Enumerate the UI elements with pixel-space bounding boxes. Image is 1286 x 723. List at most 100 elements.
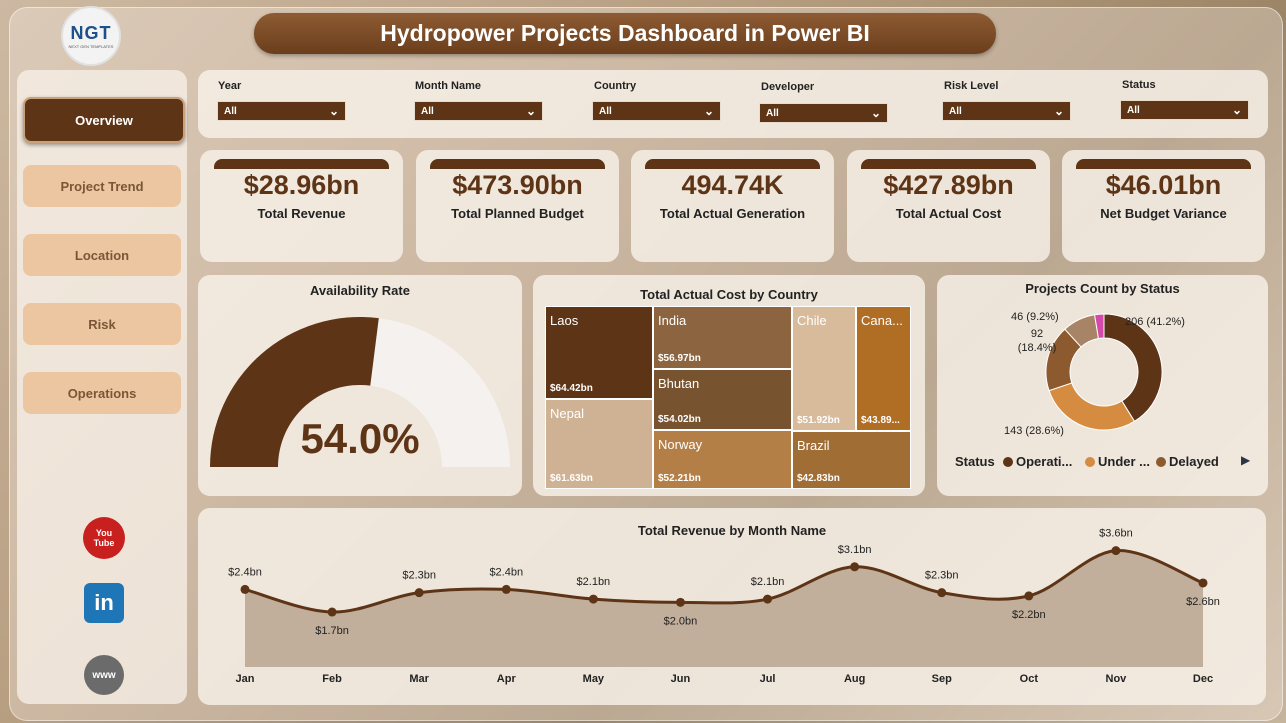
treemap-cell-norway[interactable]: Norway $52.21bn xyxy=(653,430,792,489)
treemap-cell-laos[interactable]: Laos $64.42bn xyxy=(545,306,653,399)
revenue-point-apr[interactable] xyxy=(501,584,511,594)
filter-risk-select[interactable]: All ⌄ xyxy=(942,101,1071,121)
donut-slice-0[interactable] xyxy=(1103,313,1163,423)
revenue-point-oct[interactable] xyxy=(1024,591,1034,601)
ngt-logo: NGT NEXT GEN TEMPLATES xyxy=(61,6,121,66)
legend-next-arrow-icon[interactable]: ▶ xyxy=(1241,453,1251,467)
filter-year-select[interactable]: All ⌄ xyxy=(217,101,346,121)
globe-icon[interactable]: www xyxy=(84,655,124,695)
treemap-cell-name: India xyxy=(658,313,687,328)
kpi-label: Total Planned Budget xyxy=(451,206,584,221)
revenue-area-chart: $2.4bn Jan $1.7bn Feb $2.3bn Mar $2.4bn Apr $2.1… xyxy=(228,528,1220,685)
availability-title: Availability Rate xyxy=(310,283,410,298)
revenue-point-feb[interactable] xyxy=(327,607,337,617)
legend-dot xyxy=(1156,456,1166,467)
revenue-point-dec[interactable] xyxy=(1198,578,1208,588)
filter-month-value: All xyxy=(421,105,434,117)
treemap-cell-nepal[interactable]: Nepal $61.63bn xyxy=(545,399,653,489)
kpi-label: Total Actual Generation xyxy=(659,206,806,221)
revenue-point-jan[interactable] xyxy=(240,584,250,594)
filter-month-select[interactable]: All ⌄ xyxy=(414,101,543,121)
kpi-tab xyxy=(214,159,389,169)
revenue-line xyxy=(244,549,1204,614)
treemap-cell-value: $42.83bn xyxy=(797,473,840,484)
treemap-cell-value: $51.92bn xyxy=(797,415,840,426)
kpi-tab xyxy=(645,159,820,169)
revenue-data-label: $2.4bn xyxy=(228,566,262,578)
revenue-data-label: $2.1bn xyxy=(751,576,785,588)
filter-bar: Year All ⌄ Month Name All ⌄ Country All ⌄ D… xyxy=(198,70,1268,138)
kpi-label: Total Actual Cost xyxy=(895,206,1002,221)
youtube-icon-text: You Tube xyxy=(93,528,115,548)
revenue-data-label: $2.6bn xyxy=(1186,596,1220,608)
treemap-cell-value: $54.02bn xyxy=(658,414,701,425)
donut-label-under: 143 (28.6%) xyxy=(1004,425,1064,437)
globe-icon-text: www xyxy=(92,669,116,681)
legend-dot xyxy=(1003,456,1013,467)
filter-label-country: Country xyxy=(594,80,637,92)
donut-label-operational: 206 (41.2%) xyxy=(1125,316,1185,328)
treemap-cell-india[interactable]: India $56.97bn xyxy=(653,306,792,369)
availability-panel: Availability Rate 54.0% xyxy=(198,275,522,496)
donut-slice-1[interactable] xyxy=(1048,382,1136,431)
legend-item-delayed[interactable]: Delayed xyxy=(1156,454,1219,469)
revenue-data-label: $2.3bn xyxy=(402,570,436,582)
filter-status-select[interactable]: All ⌄ xyxy=(1120,100,1249,120)
nav-overview[interactable]: Overview xyxy=(23,97,185,143)
revenue-area-fill xyxy=(245,550,1203,667)
chevron-down-icon: ⌄ xyxy=(525,104,536,118)
nav-risk[interactable]: Risk xyxy=(23,303,181,345)
nav-project-trend[interactable]: Project Trend xyxy=(23,165,181,207)
sidebar: Overview Project Trend Location Risk Ope… xyxy=(17,70,187,704)
x-tick-label: Nov xyxy=(1106,673,1128,685)
treemap-cell-name: Cana... xyxy=(861,313,903,328)
treemap-cell-name: Nepal xyxy=(550,406,584,421)
treemap-cell-name: Bhutan xyxy=(658,376,700,391)
logo-text: NGT xyxy=(70,23,112,43)
kpi-label: Total Revenue xyxy=(257,206,346,221)
revenue-point-may[interactable] xyxy=(588,594,598,604)
donut-chart xyxy=(1045,313,1163,431)
x-tick-label: Aug xyxy=(844,673,865,685)
revenue-point-nov[interactable] xyxy=(1111,546,1121,556)
revenue-point-aug[interactable] xyxy=(850,562,860,572)
legend-title: Status xyxy=(955,454,995,469)
filter-developer-select[interactable]: All ⌄ xyxy=(759,103,888,123)
treemap-cell-bhutan[interactable]: Bhutan $54.02bn xyxy=(653,369,792,430)
treemap-cell-name: Brazil xyxy=(797,438,830,453)
revenue-data-label: $2.4bn xyxy=(489,566,523,578)
treemap-cell-name: Norway xyxy=(658,437,703,452)
kpi-value: $28.96bn xyxy=(243,170,360,200)
linkedin-icon-text: in xyxy=(94,590,114,615)
filter-risk-value: All xyxy=(949,105,962,117)
legend-item-under[interactable]: Under ... xyxy=(1085,454,1150,469)
filter-label-year: Year xyxy=(218,80,242,92)
legend-item-operational[interactable]: Operati... xyxy=(1003,454,1072,469)
kpi-total-planned-budget: $473.90bn Total Planned Budget xyxy=(416,150,619,262)
kpi-tab xyxy=(861,159,1036,169)
treemap-cell-canada[interactable]: Cana... $43.89... xyxy=(856,306,911,431)
linkedin-icon[interactable]: in xyxy=(84,583,124,623)
treemap-cell-brazil[interactable]: Brazil $42.83bn xyxy=(792,431,911,489)
logo-subtext: NEXT GEN TEMPLATES xyxy=(68,44,114,49)
revenue-point-jul[interactable] xyxy=(763,594,773,604)
treemap-cell-value: $61.63bn xyxy=(550,473,593,484)
filter-country-select[interactable]: All ⌄ xyxy=(592,101,721,121)
treemap-cell-name: Laos xyxy=(550,313,579,328)
kpi-value: 494.74K xyxy=(681,170,784,200)
revenue-point-mar[interactable] xyxy=(414,588,424,598)
nav-location[interactable]: Location xyxy=(23,234,181,276)
nav-operations[interactable]: Operations xyxy=(23,372,181,414)
donut-label-fourth: 46 (9.2%) xyxy=(1011,311,1059,323)
revenue-point-jun[interactable] xyxy=(675,597,685,607)
treemap-cell-chile[interactable]: Chile $51.92bn xyxy=(792,306,856,431)
donut-label-delayed: 92 (18.4%) xyxy=(1017,328,1057,354)
filter-label-developer: Developer xyxy=(761,81,815,93)
treemap-cell-name: Chile xyxy=(797,313,827,328)
revenue-data-label: $1.7bn xyxy=(315,625,349,637)
youtube-icon[interactable]: You Tube xyxy=(83,517,125,559)
availability-value: 54.0% xyxy=(300,415,420,462)
donut-slice-4[interactable] xyxy=(1093,313,1105,340)
revenue-point-sep[interactable] xyxy=(937,588,947,598)
legend-label: Under ... xyxy=(1098,454,1151,469)
